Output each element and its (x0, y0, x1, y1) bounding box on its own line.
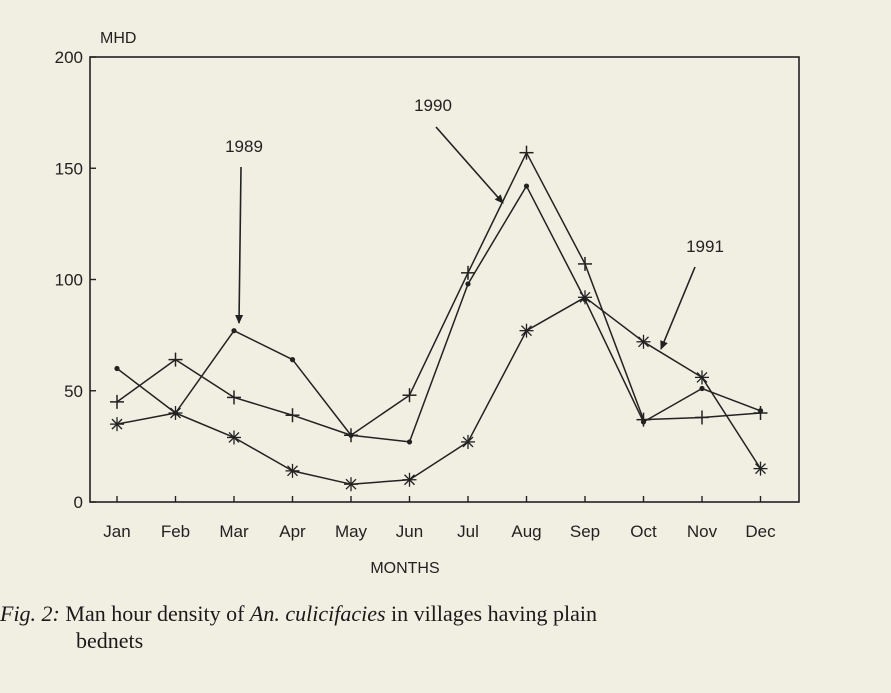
x-axis: Jan Feb Mar Apr May Jun Jul Aug Sep Oct Nov Dec (103, 496, 776, 541)
x-tick-label: Dec (745, 522, 776, 541)
data-point (406, 439, 413, 445)
caption-text-after: in villages having plain (385, 601, 597, 626)
data-point (402, 388, 417, 403)
data-point (465, 281, 471, 287)
data-point (695, 370, 709, 385)
series-line (116, 296, 762, 485)
data-point (636, 412, 651, 427)
series-line (116, 185, 761, 443)
caption-label: Fig. 2: (0, 601, 60, 626)
x-tick-label: Jan (103, 522, 130, 541)
data-point (168, 352, 183, 367)
data-point (285, 408, 300, 423)
annotation-1991: 1991 (660, 237, 724, 350)
data-point (289, 357, 296, 363)
series-line (116, 151, 761, 436)
data-point (114, 365, 120, 372)
data-point (402, 472, 417, 487)
series-annotations: 1989 1990 1991 (225, 96, 724, 350)
data-point (227, 390, 241, 405)
x-tick-label: Mar (219, 522, 249, 541)
annotation-arrow (435, 126, 504, 204)
series-1991 (110, 290, 768, 492)
data-point (519, 145, 534, 160)
data-point (227, 430, 241, 445)
data-point (461, 265, 475, 280)
data-point (168, 406, 183, 420)
figure-caption: Fig. 2: Man hour density of An. culicifa… (0, 600, 880, 654)
data-point (695, 410, 709, 425)
series-1989 (114, 183, 764, 445)
data-point (461, 434, 475, 449)
x-tick-label: Aug (511, 522, 541, 541)
annotation-1989: 1989 (225, 137, 263, 324)
data-point (636, 334, 651, 349)
x-tick-label: Jun (396, 522, 423, 541)
series-label: 1991 (686, 237, 724, 256)
annotation-1990: 1990 (414, 96, 504, 204)
series-layer (110, 145, 768, 492)
x-tick-label: Feb (161, 522, 190, 541)
y-tick-label: 0 (74, 493, 83, 512)
chart: 0 50 100 150 200 Jan Feb Mar Apr May Jun Jul Aug Sep… (55, 30, 800, 577)
data-point (753, 406, 768, 420)
data-point (753, 461, 768, 476)
annotation-arrow (235, 166, 244, 324)
plot-frame (89, 56, 800, 503)
data-point (231, 328, 237, 334)
series-1990 (110, 145, 768, 443)
y-axis-label: MHD (100, 30, 136, 47)
caption-species: An. culicifacies (249, 601, 386, 626)
x-axis-label: MONTHS (370, 560, 439, 577)
data-point (578, 290, 592, 305)
x-tick-label: Oct (630, 522, 657, 541)
series-label: 1989 (225, 137, 263, 156)
y-tick-label: 100 (55, 271, 83, 290)
y-tick-label: 50 (64, 382, 83, 401)
x-tick-label: Nov (687, 522, 718, 541)
data-point (344, 477, 358, 492)
y-axis: 0 50 100 150 200 (55, 48, 96, 512)
data-point (110, 394, 124, 409)
series-label: 1990 (414, 96, 452, 115)
y-tick-label: 150 (55, 159, 83, 178)
data-point (110, 417, 124, 432)
x-tick-label: Apr (279, 522, 306, 541)
caption-text-before: Man hour density of (59, 601, 250, 626)
x-tick-label: Jul (457, 522, 479, 541)
data-point (519, 323, 534, 338)
x-tick-label: May (335, 522, 368, 541)
caption-line2: bednets (76, 628, 144, 653)
data-point (285, 463, 300, 478)
data-point (578, 256, 592, 271)
x-tick-label: Sep (570, 522, 600, 541)
data-point (523, 183, 530, 189)
data-point (699, 385, 705, 392)
annotation-arrow (660, 266, 696, 350)
y-tick-label: 200 (55, 48, 83, 67)
data-point (344, 428, 358, 443)
